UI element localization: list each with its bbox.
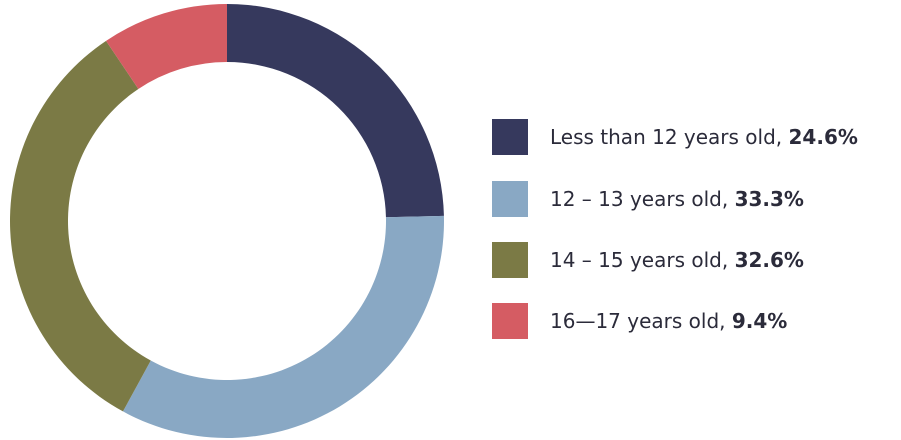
legend-label: 12 – 13 years old — [550, 187, 722, 211]
donut-slice-1 — [122, 215, 445, 438]
donut-slice-0 — [227, 4, 444, 218]
legend-value: 24.6% — [788, 125, 858, 149]
legend-text: Less than 12 years old, 24.6% — [550, 125, 858, 149]
legend-value: 33.3% — [734, 187, 804, 211]
legend-swatch — [492, 303, 528, 339]
legend-item-less-than-12: Less than 12 years old, 24.6% — [492, 117, 858, 157]
legend-item-14-15: 14 – 15 years old, 32.6% — [492, 240, 804, 280]
legend-label: 16—17 years old — [550, 309, 720, 333]
legend-value: 32.6% — [734, 248, 804, 272]
donut-slices — [9, 4, 445, 438]
legend-label: 14 – 15 years old — [550, 248, 722, 272]
donut-slice-2 — [9, 40, 151, 412]
legend-text: 14 – 15 years old, 32.6% — [550, 248, 804, 272]
legend-text: 12 – 13 years old, 33.3% — [550, 187, 804, 211]
legend-text: 16—17 years old, 9.4% — [550, 309, 788, 333]
donut-slice-3 — [106, 4, 227, 89]
legend-item-12-13: 12 – 13 years old, 33.3% — [492, 179, 804, 219]
legend-swatch — [492, 242, 528, 278]
legend-swatch — [492, 119, 528, 155]
legend-item-16-17: 16—17 years old, 9.4% — [492, 301, 787, 341]
legend-label: Less than 12 years old — [550, 125, 776, 149]
legend-value: 9.4% — [731, 309, 788, 333]
legend-swatch — [492, 181, 528, 217]
